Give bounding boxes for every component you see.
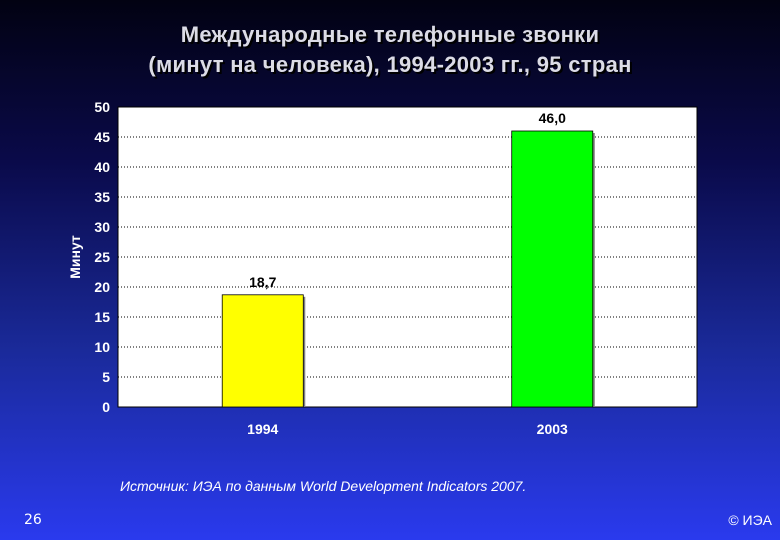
y-axis-label: Минут [67,235,83,279]
copyright: © ИЭА [728,512,772,528]
chart-title-line-1: Международные телефонные звонки [180,22,600,47]
bar-1994 [221,294,304,408]
value-label-2003: 46,0 [539,110,566,126]
chart-title-line-2: (минут на человека), 1994-2003 гг., 95 с… [148,52,632,77]
y-tick-label: 45 [94,129,110,145]
page-number: 26 [24,512,42,528]
y-tick-label: 0 [102,399,110,415]
source-note: Источник: ИЭА по данным World Developmen… [120,478,527,494]
y-tick-label: 30 [94,219,110,235]
bar-chart: 18,7 46,0 0 5 10 15 20 25 30 35 40 45 50 1994 2003 М… [67,99,698,437]
y-tick-label: 10 [94,339,110,355]
x-tick-label-1994: 1994 [247,421,278,437]
y-tick-label: 5 [102,369,110,385]
y-tick-label: 15 [94,309,110,325]
y-tick-label: 20 [94,279,110,295]
chart-title: Международные телефонные звонки (минут н… [0,20,780,80]
bar-2003 [511,130,594,408]
y-tick-label: 50 [94,99,110,115]
y-tick-label: 35 [94,189,110,205]
value-label-1994: 18,7 [249,274,276,290]
x-tick-label-2003: 2003 [537,421,568,437]
y-tick-label: 40 [94,159,110,175]
y-tick-label: 25 [94,249,110,265]
